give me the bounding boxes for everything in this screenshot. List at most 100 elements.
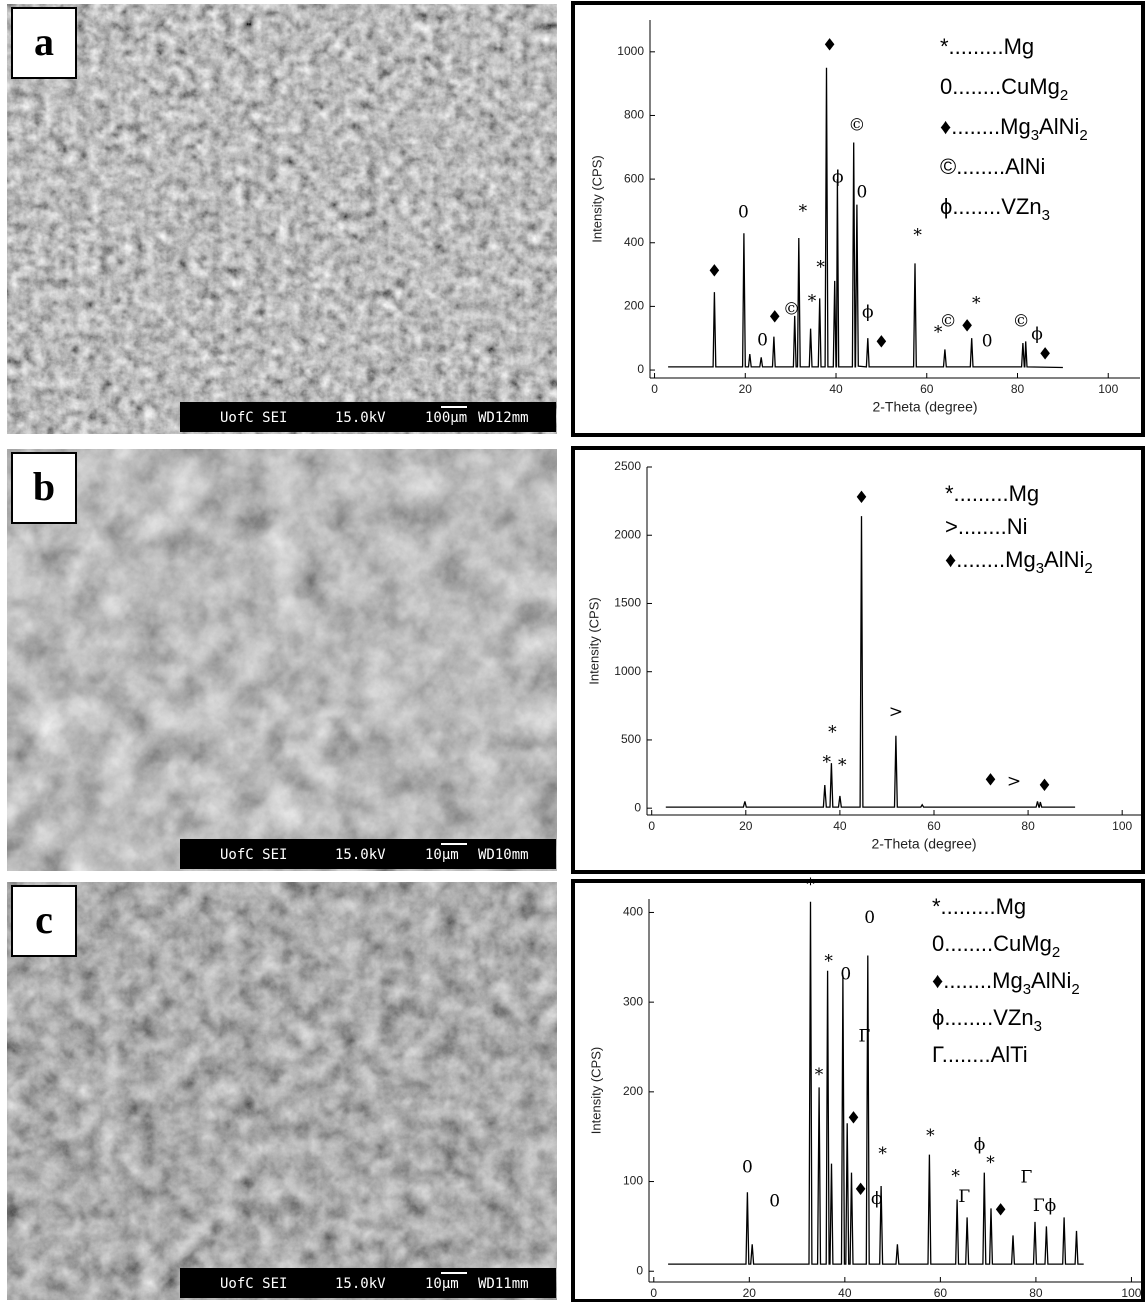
panel-label: a: [34, 19, 54, 64]
sem-info-text: WD11mm: [478, 1276, 529, 1292]
peak-annotation: ©: [1013, 311, 1030, 331]
x-tick-label: 40: [838, 1286, 852, 1300]
legend-entry: ♦........Mg3AlNi2: [945, 547, 1093, 578]
panel-label-box: [11, 7, 77, 79]
y-axis-label: Intensity (CPS): [589, 155, 604, 242]
peak-annotation: ♦: [846, 1108, 861, 1128]
peak-annotation: *: [913, 226, 922, 246]
peak-annotation: *: [828, 723, 837, 743]
peak-annotation: *: [824, 951, 833, 971]
sem-info-bar: [180, 839, 556, 869]
x-tick-label: 20: [739, 819, 753, 833]
y-tick-label: 1500: [614, 596, 641, 610]
sem-info-text: WD10mm: [478, 847, 529, 863]
legend-entry: >........Ni: [945, 514, 1028, 539]
x-tick-label: 0: [651, 382, 658, 396]
peak-annotation: *: [838, 755, 847, 775]
sem-info-text: UofC SEI: [220, 847, 287, 863]
peak-annotation: ♦: [854, 488, 869, 508]
peak-annotation: Γϕ: [1033, 1196, 1056, 1216]
y-tick-label: 2000: [614, 527, 641, 541]
peak-annotation: ♦: [993, 1201, 1008, 1221]
legend-entry: *.........Mg: [945, 481, 1039, 506]
y-tick-label: 100: [623, 1174, 643, 1188]
legend-entry: 0........CuMg2: [932, 931, 1060, 962]
peak-annotation: 0: [769, 1192, 780, 1212]
sem-info-text: UofC SEI: [220, 1276, 287, 1292]
peak-annotation: *: [951, 1167, 960, 1187]
x-tick-label: 80: [1021, 819, 1035, 833]
y-axis-label: Intensity (CPS): [586, 597, 601, 684]
peak-annotation: ϕ: [832, 167, 844, 187]
sem-info-text: 100μm: [425, 410, 467, 426]
peak-annotation: ♦: [874, 332, 889, 352]
x-axis-label: 2-Theta (degree): [872, 399, 977, 415]
peak-annotation: *: [815, 1065, 824, 1085]
x-tick-label: 100: [1098, 382, 1118, 396]
peak-annotation: Γ: [1020, 1167, 1032, 1187]
sem-info-bar: [180, 1268, 556, 1298]
sem-info-text: UofC SEI: [220, 410, 287, 426]
peak-annotation: ϕ: [871, 1189, 883, 1209]
peak-annotation: ♦: [853, 1180, 868, 1200]
y-tick-label: 1000: [617, 44, 644, 58]
sem-info-text: WD12mm: [478, 410, 529, 426]
peak-annotation: ♦: [1038, 345, 1053, 365]
peak-annotation: *: [822, 753, 831, 773]
panel-label: c: [35, 897, 53, 942]
chart-frame: [571, 446, 1145, 874]
y-tick-label: 200: [623, 1084, 643, 1098]
peak-annotation: ©: [783, 299, 800, 319]
peak-annotation: ♦: [960, 317, 975, 337]
y-tick-label: 800: [624, 108, 644, 122]
peak-annotation: Γ: [958, 1187, 970, 1207]
peak-annotation: Γ: [859, 1027, 871, 1047]
x-tick-label: 100: [1121, 1286, 1141, 1300]
y-tick-label: 500: [621, 732, 641, 746]
peak-annotation: ♦: [767, 307, 782, 327]
x-tick-label: 80: [1011, 382, 1025, 396]
peak-annotation: ♦: [1037, 776, 1052, 796]
x-tick-label: 0: [648, 819, 655, 833]
peak-annotation: ♦: [707, 262, 722, 282]
chart-frame: [571, 879, 1145, 1303]
sem-info-bar: [180, 402, 556, 432]
peak-annotation: *: [806, 875, 815, 895]
sem-image: [5, 880, 559, 1302]
x-tick-label: 40: [829, 382, 843, 396]
legend-entry: 0........CuMg2: [940, 74, 1068, 105]
peak-annotation: *: [986, 1153, 995, 1173]
y-tick-label: 0: [634, 800, 641, 814]
peak-annotation: *: [878, 1144, 887, 1164]
peak-annotation: ©: [848, 115, 865, 135]
peak-annotation: ©: [940, 311, 957, 331]
panel-label-box: [11, 452, 77, 524]
y-tick-label: 200: [624, 299, 644, 313]
sem-image: [5, 447, 559, 873]
legend-entry: ϕ........VZn3: [940, 194, 1050, 225]
legend-entry: ♦........Mg3AlNi2: [932, 968, 1080, 999]
legend-entry: Γ........AlTi: [932, 1042, 1028, 1067]
x-tick-label: 0: [650, 1286, 657, 1300]
y-tick-label: 300: [623, 994, 643, 1008]
peak-annotation: *: [972, 293, 981, 313]
y-tick-label: 2500: [614, 459, 641, 473]
sem-image: [5, 2, 559, 436]
spectrum-line: [668, 901, 1084, 1265]
y-axis-label: Intensity (CPS): [588, 1047, 603, 1134]
x-tick-label: 60: [920, 382, 934, 396]
peak-annotation: 0: [840, 965, 851, 985]
peak-annotation: *: [934, 323, 943, 343]
legend-entry: *.........Mg: [932, 894, 1026, 919]
y-tick-label: 400: [623, 905, 643, 919]
peak-annotation: ϕ: [974, 1135, 986, 1155]
spectrum-line: [665, 516, 1076, 808]
x-axis-label: 2-Theta (degree): [871, 836, 976, 852]
legend-entry: ϕ........VZn3: [932, 1005, 1042, 1036]
peak-annotation: 0: [738, 202, 749, 222]
peak-annotation: 0: [864, 908, 875, 928]
peak-annotation: ♦: [983, 770, 998, 790]
peak-annotation: >: [889, 702, 903, 722]
x-tick-label: 60: [934, 1286, 948, 1300]
